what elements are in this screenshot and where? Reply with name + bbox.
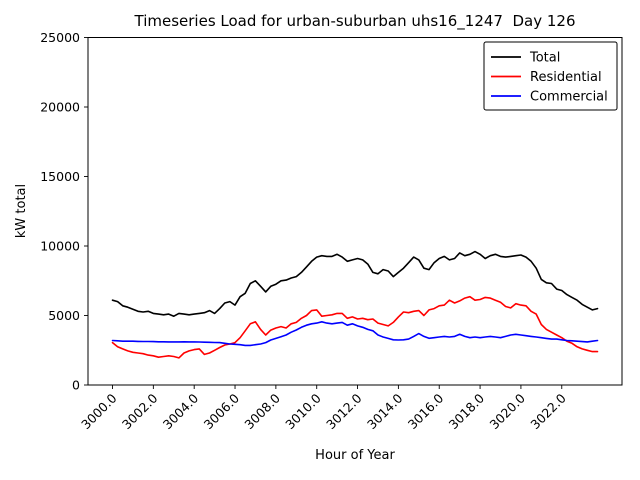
series-line-residential	[111, 295, 599, 359]
legend-label-residential: Residential	[530, 70, 602, 85]
series-line-total	[111, 250, 599, 318]
chart-title: Timeseries Load for urban-suburban uhs16…	[134, 12, 576, 31]
legend-label-commercial: Commercial	[530, 90, 608, 105]
legend: Total Residential Commercial	[483, 41, 618, 111]
plot-border	[87, 37, 623, 386]
x-axis-label: Hour of Year	[315, 448, 395, 463]
legend-box	[483, 41, 618, 111]
y-tick-label: 15000	[40, 169, 80, 184]
y-tick-label: 20000	[40, 100, 80, 115]
legend-label-total: Total	[529, 51, 560, 66]
y-tick-label: 10000	[40, 239, 80, 254]
y-tick-label: 5000	[48, 308, 80, 323]
series-line-commercial	[111, 320, 599, 347]
y-tick-label: 25000	[40, 30, 80, 45]
y-tick-label: 0	[72, 378, 80, 393]
y-axis-label: kW total	[14, 184, 29, 238]
